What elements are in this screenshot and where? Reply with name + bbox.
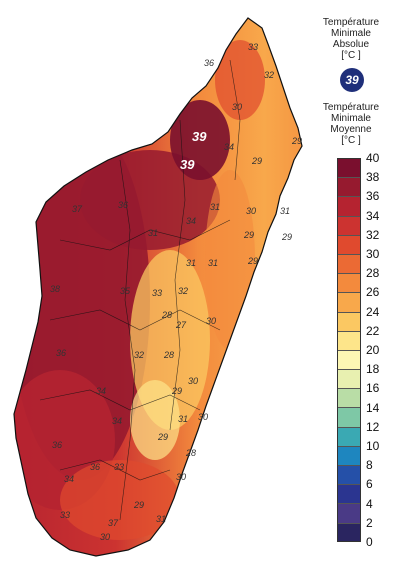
map-value-label: 33 <box>60 510 70 520</box>
map-value-label: 29 <box>243 230 254 240</box>
map-value-label: 33 <box>114 462 124 472</box>
map-value-label: 28 <box>163 350 174 360</box>
color-scale-segment <box>337 234 361 254</box>
absolute-value-badge: 39 <box>340 68 364 92</box>
map-value-label: 29 <box>281 232 292 242</box>
color-scale-segment <box>337 349 361 370</box>
color-scale-tick: 32 <box>366 227 380 242</box>
color-scale-segment <box>337 311 361 331</box>
color-scale-segment <box>337 177 361 197</box>
map-value-label: 36 <box>52 440 62 450</box>
map-value-label: 30 <box>100 532 110 542</box>
map-value-label: 37 <box>108 518 119 528</box>
absolute-max-label: 39 <box>180 157 195 172</box>
color-scale-tick: 22 <box>366 323 380 338</box>
color-scale-tick: 28 <box>366 266 380 281</box>
map-value-label: 36 <box>90 462 100 472</box>
map-value-label: 31 <box>208 258 218 268</box>
color-scale-tick: 12 <box>366 419 380 434</box>
color-scale-tick: 4 <box>366 496 373 511</box>
color-scale-bar <box>337 158 361 542</box>
absolute-max-label: 39 <box>192 129 207 144</box>
map-value-label: 32 <box>264 70 274 80</box>
color-scale-tick: 6 <box>366 477 373 492</box>
color-scale-segment <box>337 196 361 216</box>
color-scale-tick: 10 <box>366 439 380 453</box>
color-scale-segment <box>337 388 361 408</box>
color-scale-segment <box>337 522 361 542</box>
color-scale-tick: 0 <box>366 535 373 549</box>
map-value-label: 37 <box>72 204 83 214</box>
map-value-label: 30 <box>188 376 198 386</box>
color-scale-tick: 38 <box>366 170 380 185</box>
absolute-min-legend-title: Température Minimale Absolue [°C ] <box>322 17 380 61</box>
district-boundaries <box>39 59 241 521</box>
color-scale-segment <box>337 426 361 446</box>
map-value-label: 31 <box>280 206 290 216</box>
map-value-label: 29 <box>171 386 182 396</box>
map-value-label: 29 <box>157 432 168 442</box>
color-scale-segment <box>337 407 361 427</box>
color-scale-segment <box>337 503 361 523</box>
color-scale-tick: 40 <box>366 151 380 165</box>
color-scale-tick: 36 <box>366 189 380 204</box>
map-value-label: 35 <box>120 286 131 296</box>
map-value-label: 34 <box>112 416 122 426</box>
color-scale-segment <box>337 445 361 465</box>
map-value-label: 30 <box>198 412 208 422</box>
map-value-label: 31 <box>210 202 220 212</box>
map-value-label: 31 <box>156 514 166 524</box>
map-value-label: 29 <box>133 500 144 510</box>
map-value-label: 29 <box>291 136 302 146</box>
color-scale-tick: 26 <box>366 285 380 300</box>
color-scale-segment <box>337 292 361 312</box>
color-scale-segment <box>337 484 361 504</box>
map-value-label: 30 <box>232 102 242 112</box>
absolute-max-labels: 39 39 <box>180 129 207 172</box>
color-scale-tick: 20 <box>366 343 380 357</box>
color-scale-segment <box>337 369 361 389</box>
map-value-label: 28 <box>185 448 196 458</box>
color-scale-segment <box>337 330 361 350</box>
map-value-label: 29 <box>251 156 262 166</box>
map-value-label: 33 <box>248 42 258 52</box>
map-value-label: 34 <box>224 142 234 152</box>
color-scale-tick: 8 <box>366 458 373 473</box>
map-value-label: 32 <box>134 350 144 360</box>
map-value-label: 38 <box>50 284 60 294</box>
mean-min-legend-title: Température Minimale Moyenne [°C ] <box>322 102 380 146</box>
map-value-label: 30 <box>176 472 186 482</box>
color-scale-segment <box>337 465 361 485</box>
map-value-labels: 33 36 32 30 29 34 29 31 30 31 29 29 37 36 34 31 31 31 29 38… <box>50 42 302 542</box>
color-scale-tick: 18 <box>366 362 380 377</box>
map-value-label: 36 <box>118 200 128 210</box>
color-scale-tick: 16 <box>366 381 380 396</box>
map-value-label: 36 <box>204 58 214 68</box>
color-scale-segment <box>337 253 361 274</box>
color-scale-tick: 24 <box>366 304 380 319</box>
color-scale-tick: 34 <box>366 208 380 223</box>
map-value-label: 32 <box>178 286 188 296</box>
map-value-label: 34 <box>96 386 106 396</box>
color-scale-segment <box>337 215 361 235</box>
color-scale-segment <box>337 273 361 293</box>
map-value-label: 29 <box>247 256 258 266</box>
color-scale-tick: 2 <box>366 515 373 530</box>
map-value-label: 27 <box>175 320 187 330</box>
color-scale-tick: 14 <box>366 400 380 415</box>
map-value-label: 33 <box>152 288 162 298</box>
map-value-label: 31 <box>178 414 188 424</box>
color-scale-tick: 30 <box>366 247 380 261</box>
map-value-label: 34 <box>186 216 196 226</box>
map-value-label: 34 <box>64 474 74 484</box>
map-value-label: 31 <box>186 258 196 268</box>
color-scale-segment <box>337 158 361 178</box>
map-value-label: 36 <box>56 348 66 358</box>
map-value-label: 30 <box>246 206 256 216</box>
map-value-label: 31 <box>148 228 158 238</box>
map-value-label: 28 <box>161 310 172 320</box>
map-value-label: 30 <box>206 316 216 326</box>
